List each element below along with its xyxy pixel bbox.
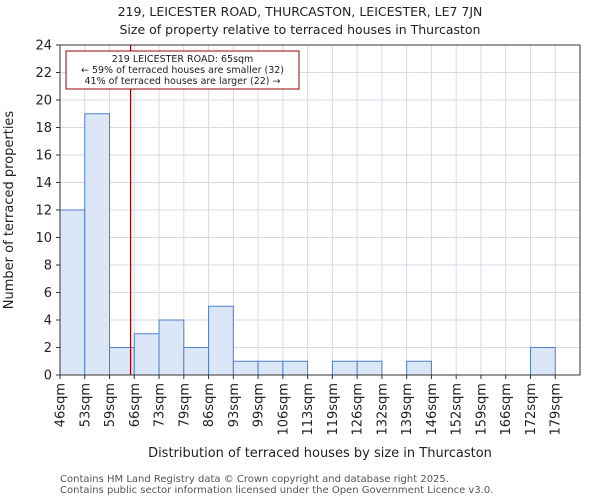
x-tick-label: 73sqm [153, 383, 168, 427]
x-tick-label: 132sqm [375, 383, 390, 436]
y-tick-label: 22 [35, 66, 52, 81]
y-tick-label: 16 [35, 149, 52, 164]
histogram-bar [529, 347, 556, 376]
x-tick-label: 166sqm [499, 383, 514, 436]
x-tick-label: 99sqm [252, 383, 267, 427]
y-tick-label: 8 [44, 259, 52, 274]
x-tick-label: 66sqm [128, 383, 143, 427]
x-tick-label: 86sqm [202, 383, 217, 427]
histogram-bar [282, 360, 309, 376]
x-tick-label: 152sqm [450, 383, 465, 436]
y-tick-label: 6 [44, 286, 52, 301]
histogram-bar [257, 360, 284, 376]
footer-licence: Contains public sector information licen… [60, 485, 494, 496]
histogram-bar [84, 113, 111, 376]
y-tick-label: 2 [44, 341, 52, 356]
x-tick-label: 179sqm [549, 383, 564, 436]
x-tick-label: 159sqm [474, 383, 489, 436]
x-tick-label: 53sqm [78, 383, 93, 427]
histogram-bar [208, 305, 234, 376]
x-tick-label: 93sqm [227, 383, 242, 427]
x-tick-label: 172sqm [524, 383, 539, 436]
y-tick-label: 4 [44, 314, 52, 329]
chart-title: 219, LEICESTER ROAD, THURCASTON, LEICEST… [117, 4, 483, 19]
chart-subtitle: Size of property relative to terraced ho… [119, 22, 481, 37]
y-tick-label: 0 [44, 369, 52, 384]
y-tick-label: 18 [35, 121, 52, 136]
y-tick-label: 20 [35, 94, 52, 109]
y-tick-label: 24 [35, 39, 52, 54]
histogram-bar [59, 209, 86, 376]
y-tick-label: 12 [35, 204, 52, 219]
x-tick-label: 106sqm [276, 383, 291, 436]
y-tick-label: 10 [35, 231, 52, 246]
histogram-bar [331, 360, 358, 376]
histogram-bar [133, 333, 160, 376]
x-tick-label: 113sqm [301, 383, 316, 436]
annotation-text: 41% of terraced houses are larger (22) → [85, 76, 281, 87]
histogram-bar [232, 360, 259, 376]
histogram-bar [158, 319, 185, 376]
annotation-text: ← 59% of terraced houses are smaller (32… [81, 65, 284, 76]
x-tick-label: 139sqm [400, 383, 415, 436]
x-tick-label: 79sqm [177, 383, 192, 427]
y-tick-label: 14 [35, 176, 52, 191]
x-tick-label: 119sqm [326, 383, 341, 436]
histogram-bar [406, 360, 432, 376]
annotation-text: 219 LEICESTER ROAD: 65sqm [112, 54, 254, 65]
x-tick-label: 146sqm [425, 383, 440, 436]
x-axis-label: Distribution of terraced houses by size … [148, 446, 492, 461]
x-tick-label: 59sqm [103, 383, 118, 427]
y-axis-label: Number of terraced properties [2, 111, 17, 310]
annotation-box [65, 50, 300, 90]
histogram-bar [356, 360, 383, 376]
x-tick-label: 46sqm [54, 383, 69, 427]
histogram-bar [183, 347, 210, 376]
x-tick-label: 126sqm [351, 383, 366, 436]
footer-copyright: Contains HM Land Registry data © Crown c… [60, 474, 449, 485]
